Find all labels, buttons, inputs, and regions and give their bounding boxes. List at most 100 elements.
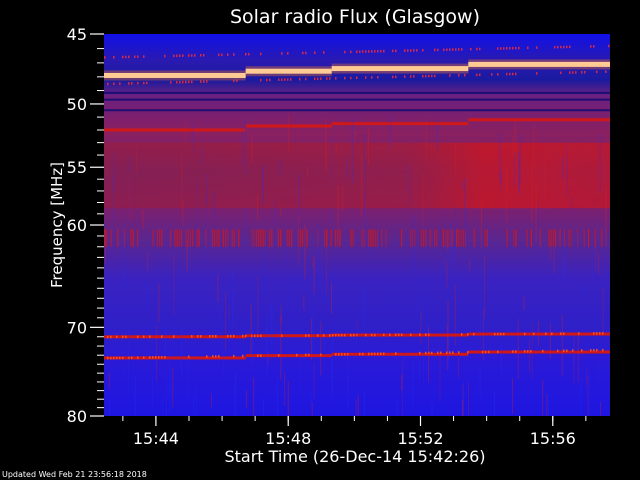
striation: [555, 229, 557, 247]
streak: [553, 247, 555, 275]
speckle: [134, 55, 136, 59]
speckle: [215, 334, 217, 338]
speckle: [422, 74, 424, 78]
striation: [104, 229, 106, 247]
speckle: [533, 332, 535, 336]
speckle: [341, 353, 343, 356]
speckle: [182, 80, 184, 84]
speckle: [434, 48, 436, 52]
band-segment: [104, 335, 246, 339]
streak: [331, 135, 333, 181]
speckle: [356, 76, 358, 80]
speckle: [122, 356, 124, 360]
streak: [156, 325, 158, 383]
striation: [374, 229, 376, 247]
speckle: [236, 79, 238, 83]
speckle: [392, 49, 394, 53]
speckle: [599, 332, 601, 335]
striation: [484, 229, 486, 247]
y-tick-label: 60: [67, 216, 87, 235]
speckle: [350, 76, 352, 80]
striation: [434, 229, 436, 247]
striation: [205, 229, 207, 247]
x-tick-label: 15:56: [530, 429, 576, 448]
speckle: [467, 333, 469, 336]
striation: [174, 229, 176, 247]
speckle: [344, 353, 346, 356]
streak: [331, 338, 333, 396]
streak: [494, 390, 496, 416]
streak: [454, 284, 456, 346]
speckle: [488, 350, 490, 354]
speckle: [356, 333, 358, 337]
dark-line: [104, 91, 610, 94]
speckle: [563, 349, 565, 352]
streak: [412, 359, 414, 407]
striation: [161, 229, 163, 247]
speckle: [506, 72, 508, 76]
striation: [233, 229, 235, 247]
speckle: [251, 334, 253, 338]
striation: [238, 229, 240, 247]
streak: [436, 122, 438, 150]
streak: [518, 152, 520, 190]
speckle: [572, 349, 574, 352]
striation: [588, 229, 590, 247]
streak: [113, 174, 115, 221]
striation: [352, 229, 354, 247]
speckle: [125, 335, 127, 339]
speckle: [368, 50, 370, 53]
streak: [409, 188, 411, 206]
speckle: [515, 72, 517, 76]
striation: [225, 229, 227, 247]
streak: [597, 178, 599, 188]
band-5: [104, 350, 610, 360]
striation: [181, 229, 183, 247]
y-tick-label: 80: [67, 407, 87, 426]
streak: [136, 145, 138, 174]
streak: [500, 171, 502, 191]
streak: [169, 349, 171, 412]
streak: [146, 284, 148, 308]
speckle: [188, 355, 190, 359]
speckle: [317, 334, 319, 337]
speckle-line-2: [104, 44, 610, 59]
streak: [454, 205, 456, 256]
speckle: [407, 49, 409, 52]
speckle: [143, 55, 145, 58]
speckle: [116, 356, 118, 360]
streak: [583, 284, 585, 296]
speckle: [449, 351, 451, 354]
streak: [113, 151, 115, 193]
speckle: [497, 73, 499, 76]
streak: [262, 165, 264, 204]
streak: [297, 275, 299, 290]
streak: [142, 210, 144, 229]
speckle: [524, 350, 526, 353]
striation: [363, 229, 365, 247]
speckle: [131, 356, 133, 359]
streak: [288, 114, 290, 152]
streak: [537, 321, 539, 347]
streak: [365, 159, 367, 194]
speckle: [461, 48, 463, 51]
striation: [548, 229, 550, 247]
striation: [306, 229, 308, 247]
streak: [600, 401, 602, 416]
speckle: [497, 332, 499, 336]
streak: [447, 301, 449, 359]
speckle: [188, 54, 190, 57]
speckle: [305, 77, 307, 81]
speckle: [257, 354, 259, 357]
speckle: [401, 333, 403, 337]
striation: [216, 229, 218, 247]
striation: [563, 229, 565, 247]
streak: [181, 328, 183, 375]
band-halo: [104, 70, 246, 81]
speckle: [320, 353, 322, 356]
streak: [312, 258, 314, 269]
striation: [445, 229, 447, 247]
texture: [104, 114, 607, 416]
streak: [422, 351, 424, 383]
speckle: [122, 55, 124, 59]
